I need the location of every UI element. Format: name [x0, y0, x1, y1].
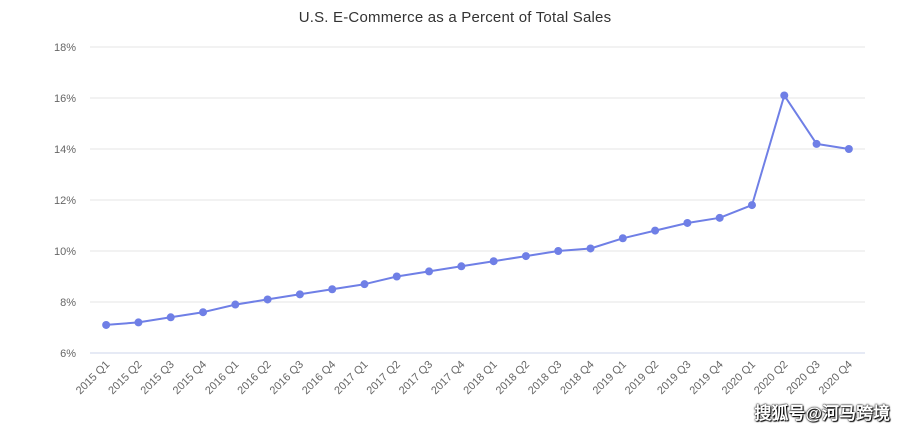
data-point[interactable]: [844, 145, 853, 153]
y-tick-label: 6%: [60, 348, 76, 360]
data-point[interactable]: [392, 272, 401, 281]
data-point[interactable]: [231, 300, 240, 309]
x-tick-label: 2015 Q4: [171, 359, 209, 397]
data-point[interactable]: [328, 285, 337, 294]
y-tick-label: 12%: [54, 195, 76, 207]
data-point[interactable]: [780, 91, 789, 100]
x-tick-label: 2017 Q3: [397, 359, 435, 397]
x-tick-label: 2018 Q2: [494, 359, 532, 397]
x-tick-label: 2018 Q4: [558, 359, 596, 397]
x-tick-label: 2016 Q2: [235, 359, 273, 397]
x-tick-label: 2018 Q1: [461, 359, 499, 397]
chart-title: U.S. E-Commerce as a Percent of Total Sa…: [298, 9, 612, 26]
data-point[interactable]: [747, 201, 756, 210]
data-point[interactable]: [521, 252, 530, 261]
data-point[interactable]: [554, 247, 563, 255]
data-point[interactable]: [199, 308, 208, 317]
data-point[interactable]: [812, 139, 821, 148]
x-tick-label: 2018 Q3: [526, 359, 564, 397]
x-tick-label: 2019 Q3: [655, 359, 693, 397]
data-point[interactable]: [586, 244, 595, 253]
x-tick-label: 2020 Q3: [784, 359, 822, 397]
series-layer: [102, 91, 853, 329]
data-point[interactable]: [457, 262, 466, 271]
watermark: 搜狐号@河马跨境: [754, 404, 890, 423]
x-tick-label: 2019 Q1: [591, 359, 629, 397]
data-point[interactable]: [618, 234, 627, 243]
x-tick-label: 2016 Q1: [203, 359, 241, 397]
x-tick-label: 2019 Q2: [623, 359, 661, 397]
x-tick-label: 2016 Q3: [268, 359, 306, 397]
y-axis: 6% 8% 10% 12% 14% 16% 18%: [54, 42, 76, 360]
y-tick-label: 8%: [60, 297, 76, 309]
x-tick-label: 2017 Q1: [332, 359, 370, 397]
data-point[interactable]: [683, 218, 692, 227]
data-point[interactable]: [102, 320, 111, 329]
y-tick-label: 10%: [54, 246, 76, 258]
data-point[interactable]: [295, 290, 304, 299]
y-tick-label: 16%: [54, 93, 76, 105]
x-tick-label: 2016 Q4: [300, 359, 338, 397]
data-point[interactable]: [134, 318, 143, 327]
series-line: [106, 94, 850, 326]
data-point[interactable]: [425, 267, 434, 276]
x-tick-label: 2017 Q4: [429, 359, 467, 397]
x-tick-label: 2017 Q2: [365, 359, 403, 397]
x-tick-label: 2020 Q4: [817, 359, 855, 397]
x-tick-label: 2020 Q1: [720, 359, 758, 397]
x-tick-label: 2015 Q3: [139, 359, 177, 397]
y-tick-label: 18%: [54, 42, 76, 54]
data-point[interactable]: [360, 280, 369, 289]
x-tick-label: 2019 Q4: [687, 359, 725, 397]
data-point[interactable]: [166, 313, 175, 322]
x-tick-label: 2015 Q1: [74, 359, 112, 397]
x-tick-label: 2015 Q2: [106, 359, 144, 397]
data-point[interactable]: [715, 213, 724, 222]
x-tick-label: 2020 Q2: [752, 359, 790, 397]
y-tick-label: 14%: [54, 144, 76, 156]
grid-layer: [90, 46, 865, 354]
data-point[interactable]: [489, 257, 498, 266]
data-point[interactable]: [651, 226, 660, 235]
data-point[interactable]: [263, 295, 272, 304]
